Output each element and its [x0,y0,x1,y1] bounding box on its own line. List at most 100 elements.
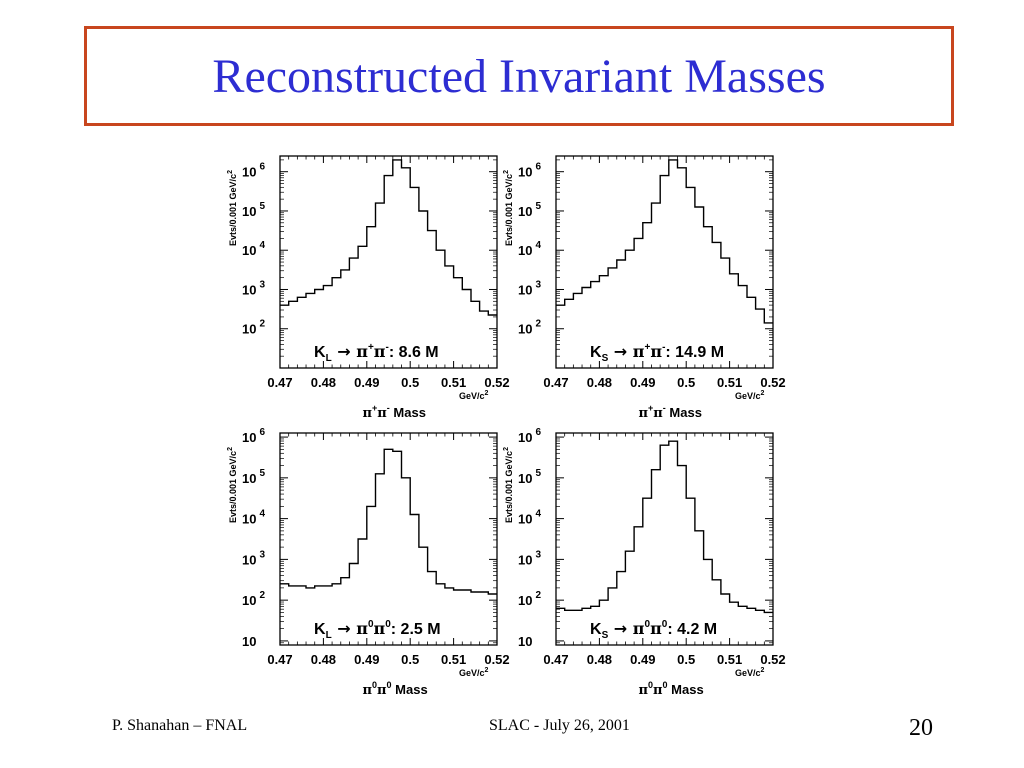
y-tick-label: 10 6 [242,427,265,445]
x-tick-label: 0.47 [543,652,568,667]
x-axis-unit: GeV/c2 [735,667,765,678]
y-tick-base: 10 [242,552,256,567]
legend-daughter-2: π [374,342,386,361]
x-axis-title: π0π0 Mass [639,680,704,698]
y-tick-label: 10 3 [518,279,541,297]
legend-daughter-2-charge: - [662,342,665,353]
x-tick-label: 0.49 [354,375,379,390]
y-tick-exponent: 4 [259,240,265,251]
x-tick-label: 0.48 [311,652,336,667]
y-tick-base: 10 [242,634,256,649]
x-axis-title: π0π0 Mass [363,680,428,698]
x-title-particle-2: π [377,406,387,421]
x-unit-text: GeV/c [459,391,485,401]
legend-daughter-2: π [650,619,662,638]
x-tick-label: 0.48 [311,375,336,390]
y-tick-base: 10 [242,282,256,297]
y-tick-label: 10 5 [242,468,265,486]
decay-mode-label: KS → π+π-: 14.9 M [590,342,724,364]
plot-frame [555,155,774,369]
y-tick-base: 10 [518,430,532,445]
x-axis-unit: GeV/c2 [735,390,765,401]
histogram-line [280,448,497,595]
y-tick-exponent: 5 [259,201,265,212]
y-tick-exponent: 3 [259,549,265,560]
x-tick-label: 0.5 [401,375,419,390]
y-tick-label: 10 2 [518,590,541,608]
y-tick-exponent: 2 [535,590,541,601]
y-tick-label: 10 4 [518,240,541,258]
y-tick-exponent: 6 [259,427,265,438]
x-unit-exponent: 2 [761,390,765,397]
x-title-particle-1: π [363,406,373,421]
y-title-exponent: 2 [227,170,234,174]
x-title-charge-1: + [372,403,377,413]
histogram-line [556,440,773,614]
legend-parent-subscript: L [326,630,332,641]
y-tick-exponent: 2 [535,319,541,330]
legend-event-count: : 14.9 M [665,344,724,361]
title-box: Reconstructed Invariant Masses [84,26,954,126]
x-title-charge-2: - [387,403,390,413]
y-tick-base: 10 [518,471,532,486]
x-axis-title: π+π- Mass [363,403,426,421]
x-tick-label: 0.47 [267,652,292,667]
x-axis-unit: GeV/c2 [459,667,489,678]
y-tick-base: 10 [518,634,532,649]
y-tick-base: 10 [242,512,256,527]
y-tick-label: 10 6 [518,162,541,180]
x-tick-label: 0.49 [630,375,655,390]
legend-daughter-1-charge: 0 [645,619,651,630]
x-title-charge-1: 0 [648,680,653,690]
histogram-line [280,159,497,316]
y-tick-base: 10 [242,322,256,337]
y-tick-exponent: 4 [535,240,541,251]
x-title-particle-1: π [639,406,649,421]
histogram-line [556,159,773,324]
x-tick-label: 0.52 [484,652,509,667]
y-tick-exponent: 3 [535,549,541,560]
y-tick-exponent: 5 [535,468,541,479]
y-tick-label: 10 5 [242,201,265,219]
x-tick-label: 0.48 [587,652,612,667]
footer-author: P. Shanahan – FNAL [112,717,248,734]
plot-frame [555,432,774,646]
legend-event-count: : 2.5 M [391,621,441,638]
x-title-particle-2: π [653,683,663,698]
y-tick-label: 10 6 [242,162,265,180]
y-tick-base: 10 [518,204,532,219]
legend-daughter-2-charge: - [386,342,389,353]
y-title-exponent: 2 [503,447,510,451]
legend-arrow: → [332,342,357,361]
y-tick-exponent: 6 [535,427,541,438]
y-title-text: Evts/0.001 GeV/c [504,174,514,246]
y-tick-label: 10 5 [518,468,541,486]
x-unit-exponent: 2 [485,390,489,397]
x-title-particle-1: π [363,683,373,698]
legend-parent-subscript: L [326,353,332,364]
x-tick-label: 0.48 [587,375,612,390]
y-tick-base: 10 [242,430,256,445]
legend-parent: K [314,621,326,638]
y-tick-label: 10 3 [242,549,265,567]
legend-arrow: → [608,619,633,638]
x-title-particle-1: π [639,683,649,698]
x-tick-label: 0.51 [717,652,742,667]
y-axis-title: Evts/0.001 GeV/c2 [227,170,238,246]
x-title-mass: Mass [668,682,704,697]
x-tick-label: 0.5 [677,652,695,667]
x-unit-exponent: 2 [761,667,765,674]
x-title-mass: Mass [392,682,428,697]
slide-title: Reconstructed Invariant Masses [212,49,826,103]
x-tick-label: 0.49 [630,652,655,667]
y-tick-label: 10 4 [518,509,541,527]
legend-event-count: : 4.2 M [667,621,717,638]
plot-frame [279,432,498,646]
y-tick-base: 10 [242,243,256,258]
legend-daughter-1: π [356,342,368,361]
legend-daughter-1: π [356,619,368,638]
x-tick-label: 0.51 [441,375,466,390]
